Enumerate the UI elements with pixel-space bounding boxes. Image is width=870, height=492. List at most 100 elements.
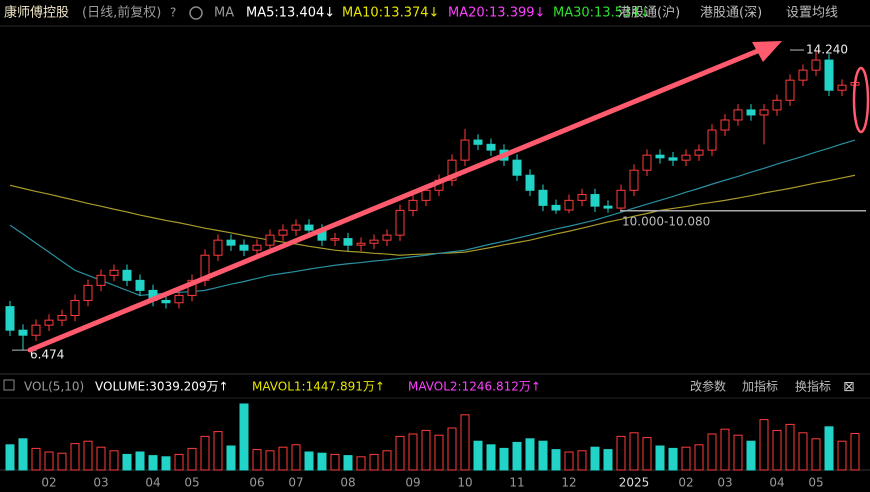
volume-bar [434, 434, 444, 471]
panel-button[interactable]: 换指标 [795, 379, 831, 394]
candle-body [187, 279, 197, 296]
panel-button[interactable]: 改参数 [690, 379, 726, 394]
ma-value: MA20:13.399↓ [448, 6, 545, 21]
marks: 14.240 6.474 10.000-10.080 [5, 43, 866, 471]
candle-body [304, 224, 314, 231]
candle-body [707, 129, 717, 151]
help[interactable]: ? [170, 6, 176, 20]
volume-bar [226, 445, 236, 471]
annotation: 14.240 [806, 43, 848, 57]
panel-icon[interactable] [3, 379, 15, 391]
candle-body [538, 189, 548, 206]
volume-bar [252, 449, 262, 471]
header-link[interactable]: 设置均线 [786, 6, 838, 21]
candle-body [512, 159, 522, 176]
trend-arrow [27, 47, 763, 353]
volume-bar [200, 435, 210, 471]
volume-value: MAVOL2:1246.812万↑ [408, 380, 541, 394]
x-tick-label: 05 [808, 476, 823, 490]
panel-button[interactable]: 加指标 [742, 379, 778, 394]
volume-bar [317, 452, 327, 471]
volume-bar [447, 427, 457, 471]
volume-bar [590, 446, 600, 471]
candle-body [408, 199, 418, 211]
volume-bar [408, 433, 418, 471]
candle-body [31, 324, 41, 336]
header-link[interactable]: 港股通(深) [700, 6, 762, 21]
volume-bar [538, 440, 548, 471]
volume-bar [486, 444, 496, 471]
ma-value: MA5:13.404↓ [246, 6, 335, 21]
volume-bar [213, 431, 223, 471]
candle-body [681, 154, 691, 161]
candle-body [603, 205, 613, 209]
candle-body [395, 209, 405, 236]
stock-name: 康师傅控股 [4, 5, 69, 21]
candle-body [655, 154, 665, 159]
candle-body [590, 194, 600, 207]
x-tick-label: 05 [184, 476, 199, 490]
candle-body [135, 279, 145, 291]
candle-body [577, 194, 587, 201]
volume-bar [733, 434, 743, 471]
volume-bar [512, 441, 522, 471]
candle-body [629, 169, 639, 191]
volume-bar [655, 445, 665, 471]
candle-body [213, 239, 223, 256]
candle-body [291, 224, 301, 231]
expand-icon[interactable]: ⊠ [843, 379, 855, 395]
candle-body [343, 238, 353, 246]
volume-bar [642, 437, 652, 471]
x-tick-label: 11 [509, 476, 524, 490]
volume-value: MAVOL1:1447.891万↑ [252, 380, 385, 394]
candle-body [772, 99, 782, 111]
volume-bar [31, 447, 41, 471]
x-tick-label: 09 [405, 476, 420, 490]
volume-bar [356, 456, 366, 471]
volume-bar [161, 456, 171, 471]
volume-bar [369, 453, 379, 471]
volume-bar [720, 428, 730, 471]
volume-bar [330, 453, 340, 471]
volume-bar [681, 446, 691, 471]
volume-bar [629, 432, 639, 471]
volume-bar [187, 447, 197, 471]
x-tick-label: 03 [717, 476, 732, 490]
candle-body [447, 159, 457, 181]
candle-body [122, 269, 132, 281]
volume-bar [811, 438, 821, 471]
x-tick-label: 08 [340, 476, 355, 490]
volume-bar [577, 450, 587, 471]
gear-icon[interactable] [189, 6, 203, 20]
highlight [852, 66, 870, 134]
x-tick-label: 2025 [619, 476, 650, 490]
volume-bar [5, 444, 15, 471]
candle-body [70, 299, 80, 317]
volume-name: VOL(5,10) [24, 380, 84, 394]
volume-bar [148, 455, 158, 471]
volume-bar [291, 444, 301, 471]
candle-body [57, 315, 67, 321]
candle-body [486, 143, 496, 151]
volume-bar [473, 440, 483, 471]
volume-bar [83, 440, 93, 471]
volume-bar [460, 414, 470, 471]
candle-body [161, 299, 171, 304]
candle-body [265, 234, 275, 246]
x-tick-label: 06 [249, 476, 264, 490]
header-link[interactable]: 港股通(沪) [618, 5, 680, 21]
volume-bar [96, 446, 106, 471]
arrow-head [752, 41, 782, 62]
x-tick-label: 12 [561, 476, 576, 490]
volume-bar [564, 451, 574, 471]
volume-bar [798, 432, 808, 471]
volume-bar [382, 450, 392, 471]
x-tick-label: 07 [288, 476, 303, 490]
candle-body [330, 238, 340, 241]
candle-body [460, 139, 470, 161]
volume-bar [44, 451, 54, 471]
volume-bar [135, 451, 145, 471]
volume-bar [759, 419, 769, 471]
